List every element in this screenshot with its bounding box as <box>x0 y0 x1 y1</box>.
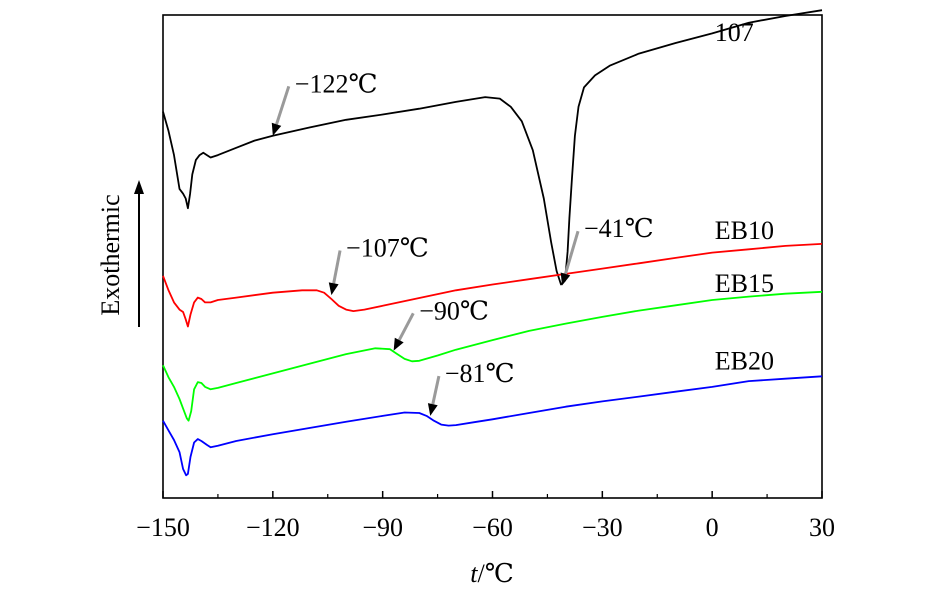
x-axis-ticks: −150 −120 −90 −60 −30 0 30 <box>136 491 835 542</box>
x-tick-label: −30 <box>582 513 623 542</box>
series-line-eb15 <box>162 290 823 422</box>
annotation-label: −107℃ <box>346 234 429 263</box>
x-tick-label: 30 <box>809 513 835 542</box>
annotation-arrow-head <box>427 403 438 416</box>
x-tick-label: −120 <box>246 513 300 542</box>
annotation-arrow-shaft <box>275 85 291 125</box>
curve-labels: 107 EB10 EB15 EB20 <box>715 18 774 375</box>
x-axis-title-var: t <box>470 559 478 588</box>
annotations: −122℃ −107℃ −41℃ −90℃ −81℃ <box>271 69 654 416</box>
curve-label-eb15: EB15 <box>715 269 774 298</box>
series-line-eb10 <box>162 243 823 328</box>
annotation-label: −41℃ <box>584 214 654 243</box>
curve-label-107: 107 <box>715 18 754 47</box>
x-tick-label: −150 <box>136 513 190 542</box>
curve-label-eb20: EB20 <box>715 346 774 375</box>
annotation-arrow-head <box>328 282 339 296</box>
y-axis-title-group: Exothermic <box>96 194 125 315</box>
curves <box>162 9 823 477</box>
x-tick-label: −60 <box>472 513 513 542</box>
x-axis-title-unit: ℃ <box>485 559 514 588</box>
exothermic-arrow-head <box>134 180 144 194</box>
curve-label-eb10: EB10 <box>715 216 774 245</box>
annotation-arrow-head <box>393 337 404 351</box>
x-tick-label: −90 <box>362 513 403 542</box>
annotation-arrow-shaft <box>431 375 441 405</box>
x-axis-title-sep: / <box>477 559 485 588</box>
annotation-arrow-shaft <box>397 312 415 341</box>
annotation-arrow-shaft <box>564 230 580 275</box>
annotation-label: −90℃ <box>419 296 489 325</box>
x-axis-title: t/℃ <box>470 559 514 588</box>
x-tick-label: 0 <box>706 513 719 542</box>
series-line-eb20 <box>162 375 823 477</box>
plot-border <box>162 14 823 499</box>
annotation-arrow-shaft <box>332 250 342 284</box>
annotation-label: −81℃ <box>445 359 515 388</box>
y-axis-title: Exothermic <box>96 194 125 315</box>
annotation-label: −122℃ <box>295 69 378 98</box>
annotation-arrow-head <box>560 272 571 286</box>
plot-frame <box>162 14 823 499</box>
annotation-arrow-head <box>271 122 282 136</box>
series-line-107 <box>162 9 823 286</box>
